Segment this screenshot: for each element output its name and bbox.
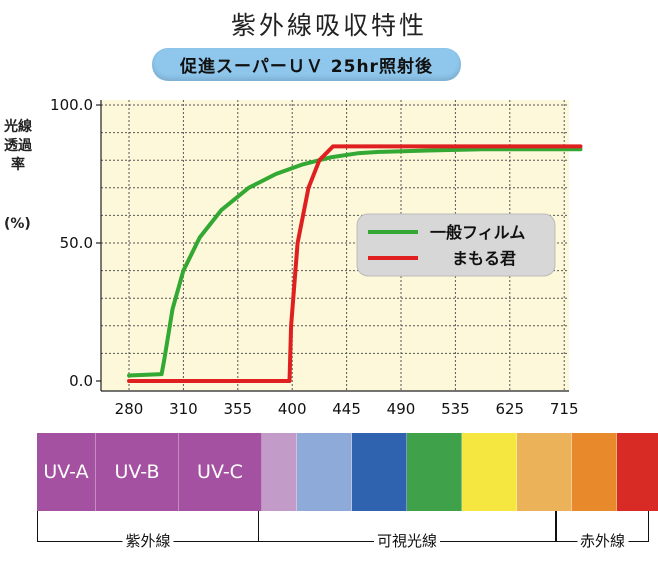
spectrum-band-row: UV-A UV-B UV-C [37, 433, 658, 511]
x-tick-label: 625 [495, 400, 524, 418]
spectrum-band-label: UV-A [43, 461, 89, 483]
spectrum-band-color [297, 433, 352, 511]
spectrum-band-color [407, 433, 462, 511]
spectrum-band-uv-a: UV-A [37, 433, 96, 511]
spectrum-band-label: UV-C [197, 461, 243, 483]
region-label-infrared: 赤外線 [576, 530, 629, 551]
spectrum-band-uv-b: UV-B [96, 433, 179, 511]
y-tick-label: 100.0 [50, 96, 93, 114]
chart-subtitle-text: 促進スーパーＵＶ 25hr照射後 [180, 57, 433, 77]
series-line-mamoru-kun [127, 144, 583, 383]
y-tick-label: 50.0 [60, 234, 93, 252]
x-tick-label: 715 [550, 400, 579, 418]
legend-box [356, 213, 556, 277]
transmittance-chart: 100.0 50.0 0.0 280 310 355 400 445 490 535 625 715 一… [50, 96, 583, 418]
spectrum-band-color [262, 433, 297, 511]
spectrum-band-color [352, 433, 407, 511]
spectrum-band-uv-c: UV-C [179, 433, 262, 511]
x-tick-label: 280 [115, 400, 144, 418]
x-tick-label: 490 [387, 400, 416, 418]
chart-subtitle: 促進スーパーＵＶ 25hr照射後 [152, 48, 461, 81]
legend-label: まもる君 [452, 249, 516, 268]
region-label-uv: 紫外線 [122, 530, 174, 551]
bracket-infrared: 赤外線 [556, 511, 649, 551]
spectrum-band-color [617, 433, 658, 511]
spectrum-band-label: UV-B [114, 461, 160, 483]
y-axis-label: 光線透過率 [4, 119, 32, 173]
legend-label: 一般フィルム [430, 223, 525, 242]
region-label-visible: 可視光線 [373, 530, 441, 551]
x-tick-label: 535 [441, 400, 470, 418]
x-tick-label: 445 [332, 400, 361, 418]
x-tick-label: 400 [278, 400, 307, 418]
series-line-general-film [127, 147, 583, 378]
spectrum-region-brackets: 紫外線 可視光線 赤外線 [37, 511, 649, 566]
chart-title: 紫外線吸収特性 [230, 11, 427, 40]
y-axis-unit: (%) [4, 216, 31, 232]
spectrum-band-color [572, 433, 617, 511]
spectrum-band-color [517, 433, 572, 511]
x-tick-label: 310 [169, 400, 198, 418]
bracket-uv: 紫外線 [37, 511, 259, 551]
x-tick-label: 355 [223, 400, 252, 418]
y-tick-label: 0.0 [69, 372, 93, 390]
spectrum-band-color [462, 433, 517, 511]
bracket-visible: 可視光線 [259, 511, 556, 551]
